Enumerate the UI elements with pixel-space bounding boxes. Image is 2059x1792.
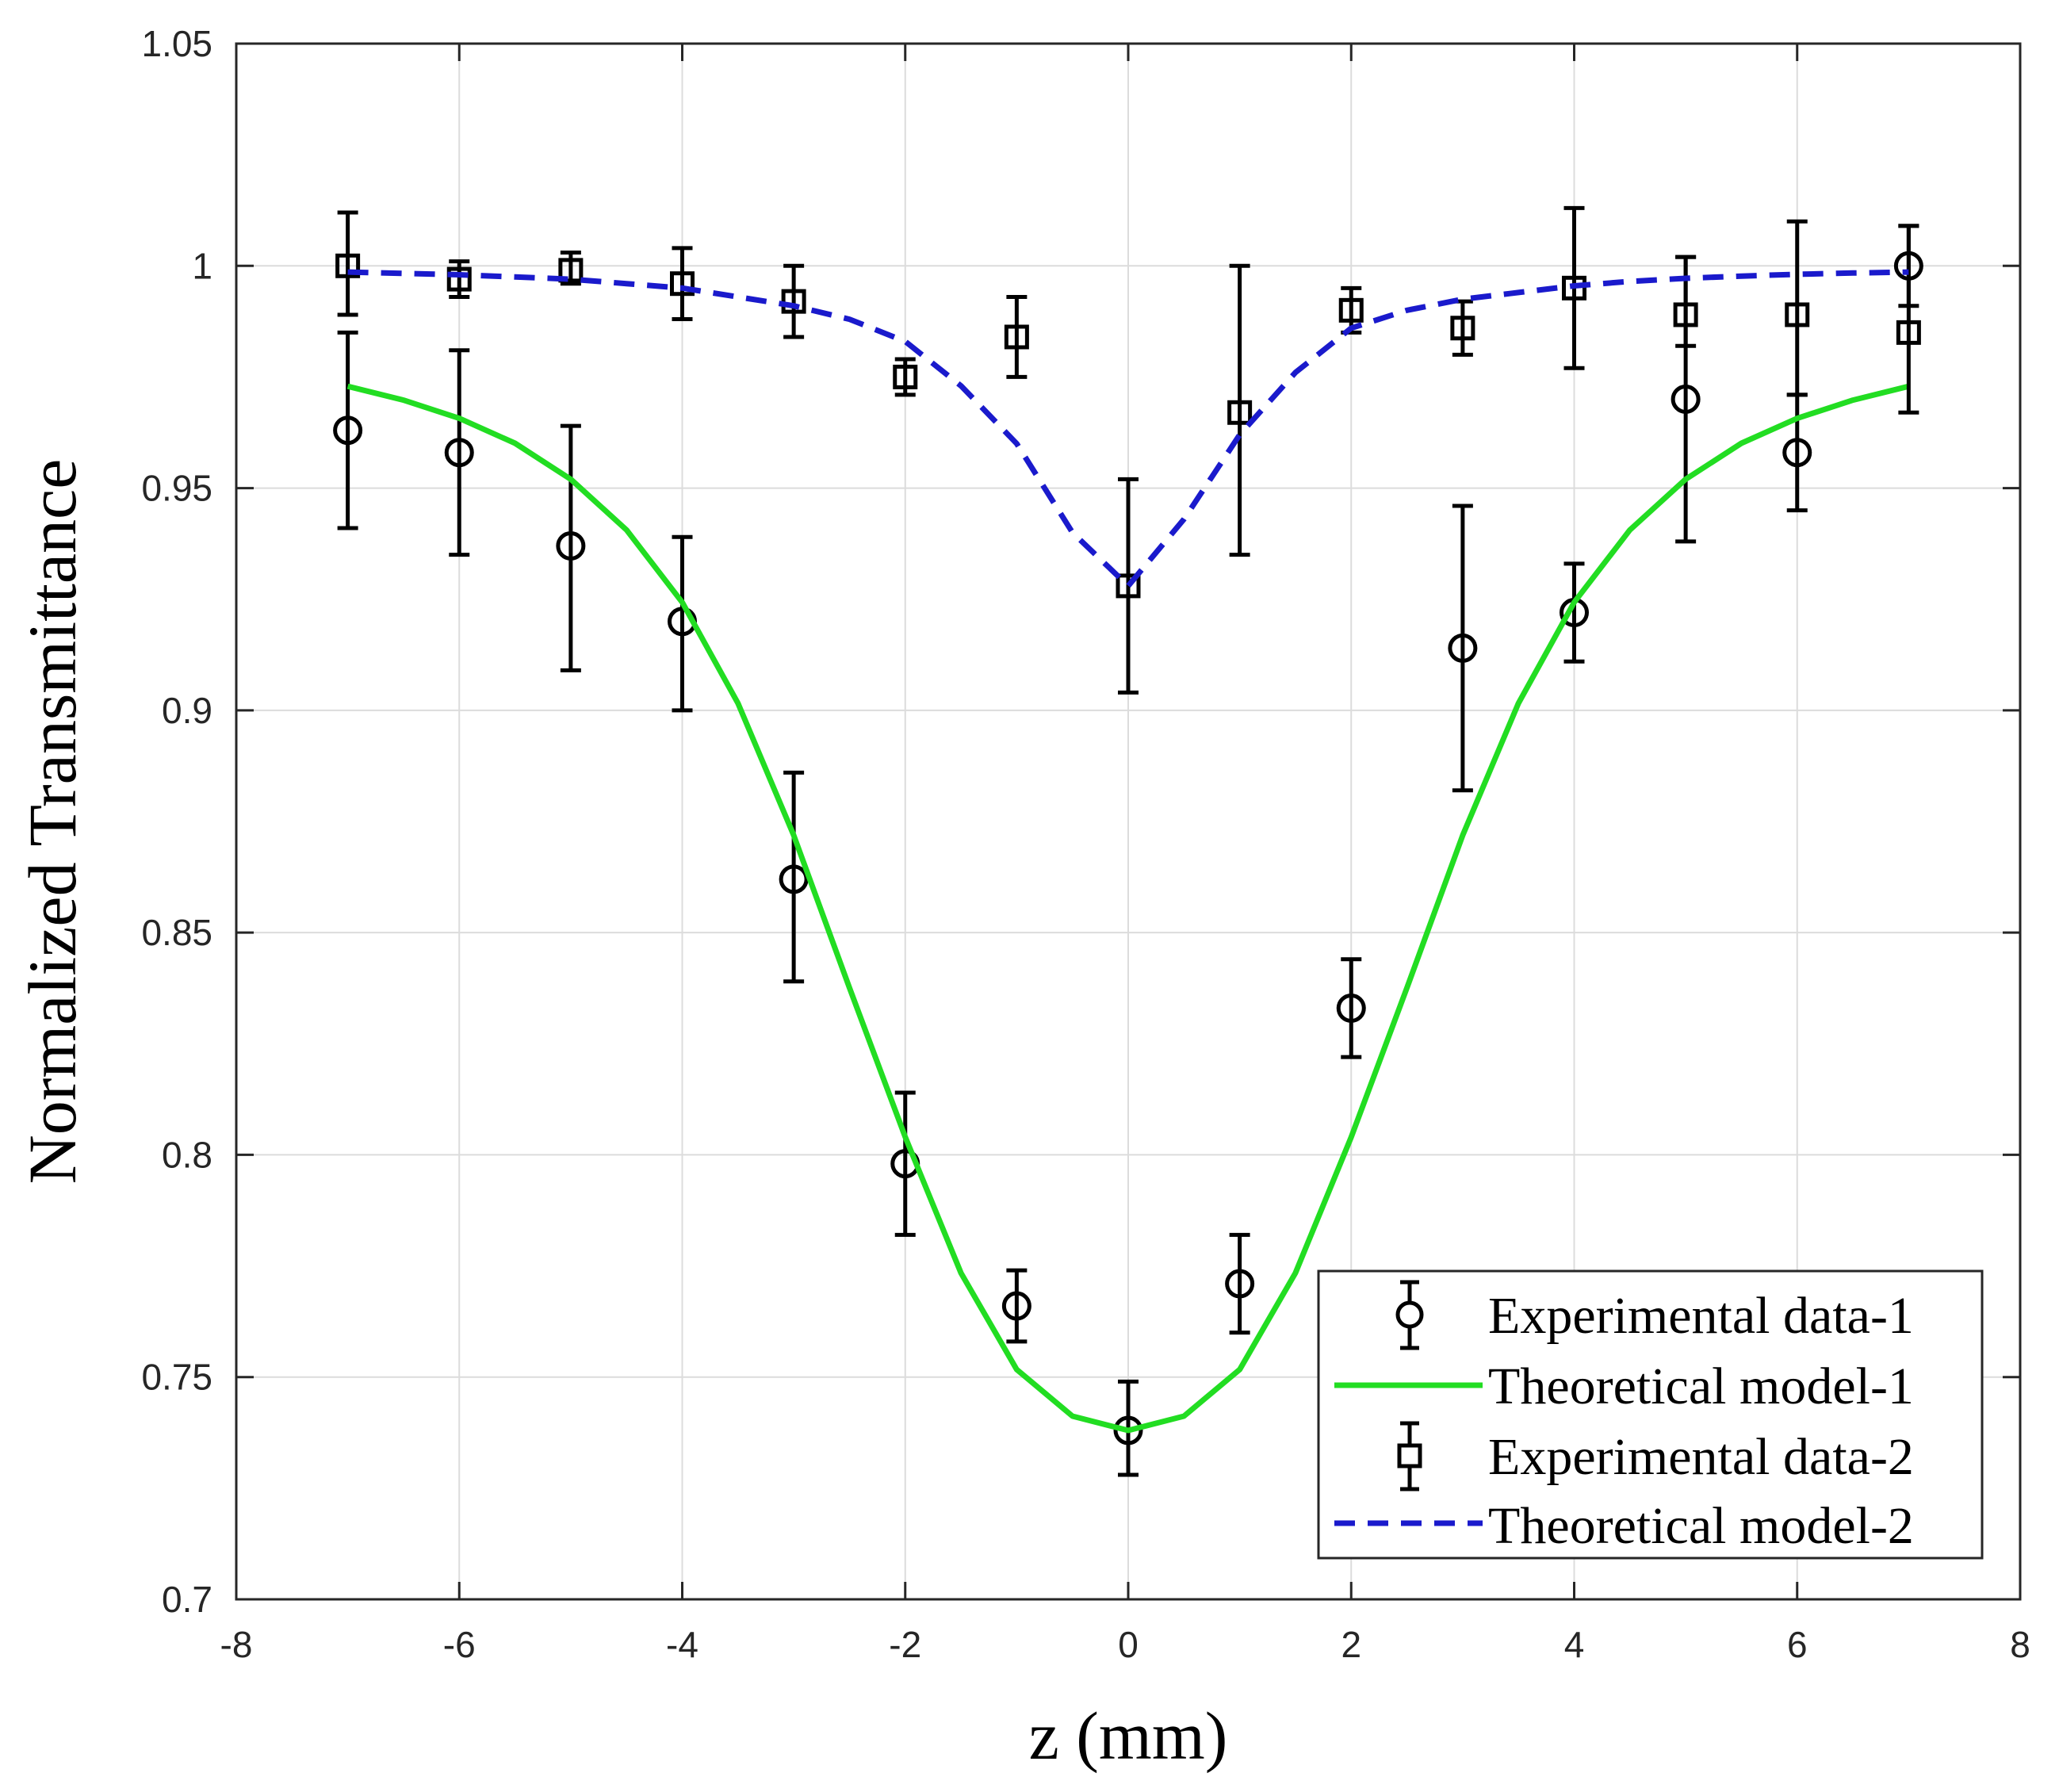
series-theoretical-model-2	[347, 269, 1909, 589]
data-point-square	[1450, 316, 1475, 341]
series-experimental-data-1	[333, 224, 1923, 1477]
y-axis-label: Normalized Transmittance	[14, 459, 90, 1185]
x-tick-label: 0	[1118, 1624, 1139, 1665]
legend-marker-experimental-2	[1397, 1421, 1422, 1491]
data-point-circle	[779, 864, 809, 894]
x-tick-label: 8	[2010, 1624, 2030, 1665]
data-point-square	[1116, 573, 1141, 599]
x-tick-label: -8	[220, 1624, 253, 1665]
x-tick-label: 6	[1787, 1624, 1808, 1665]
data-point-circle	[1336, 993, 1366, 1023]
data-point-square	[1004, 324, 1029, 350]
x-tick-label: 2	[1341, 1624, 1361, 1665]
x-axis-label: z (mm)	[1029, 1698, 1228, 1774]
data-point-circle	[1001, 1291, 1031, 1321]
legend-box	[1317, 1269, 1984, 1560]
x-tick-label: -6	[443, 1624, 476, 1665]
legend: Experimental data-1 Theoretical model-1 …	[1317, 1269, 1984, 1560]
data-point-square	[335, 253, 361, 278]
data-point-circle	[1225, 1269, 1255, 1299]
y-tick-label: 0.85	[141, 912, 212, 953]
axis-ticks: -8 -6 -4 -2 0 2 4 6 8 0.7 0.75 0.8 0.85 0.9 0.95 1 1.05	[141, 23, 2030, 1665]
y-tick-label: 0.95	[141, 468, 212, 509]
legend-label-experimental-2: Experimental data-2	[1488, 1428, 1914, 1486]
y-tick-label: 0.9	[162, 690, 212, 731]
data-point-square	[1785, 302, 1810, 327]
data-point-square	[558, 258, 584, 283]
data-point-square	[893, 364, 918, 389]
data-series	[333, 205, 1923, 1477]
data-point-square	[1562, 275, 1586, 301]
legend-marker-experimental-1	[1395, 1280, 1424, 1350]
data-point-circle	[556, 530, 586, 561]
data-point-circle	[1782, 438, 1812, 468]
legend-label-theoretical-2: Theoretical model-2	[1488, 1497, 1914, 1555]
data-point-circle	[444, 438, 474, 468]
legend-label-experimental-1: Experimental data-1	[1488, 1287, 1914, 1345]
data-point-circle	[1671, 384, 1701, 414]
data-point-circle	[1113, 1415, 1143, 1445]
data-point-square	[1227, 400, 1253, 425]
data-point-square	[1673, 302, 1698, 327]
series-theoretical-model-1	[346, 383, 1910, 1434]
data-point-square	[1896, 320, 1921, 345]
legend-label-theoretical-1: Theoretical model-1	[1488, 1357, 1914, 1415]
x-tick-label: 4	[1564, 1624, 1585, 1665]
data-point-square	[670, 271, 695, 297]
x-tick-label: -2	[889, 1624, 921, 1665]
y-tick-label: 0.7	[162, 1579, 212, 1620]
theoretical-model-1-line	[346, 383, 1910, 1434]
y-tick-label: 0.75	[141, 1357, 212, 1398]
x-tick-label: -4	[666, 1624, 698, 1665]
y-tick-label: 1.05	[141, 23, 212, 64]
data-point-square	[1338, 297, 1364, 323]
data-point-circle	[333, 415, 363, 446]
data-point-square	[446, 266, 472, 292]
theoretical-model-2-line	[347, 269, 1909, 589]
y-tick-label: 0.8	[162, 1134, 212, 1175]
data-point-circle	[1448, 633, 1478, 663]
y-tick-label: 1	[192, 245, 212, 286]
